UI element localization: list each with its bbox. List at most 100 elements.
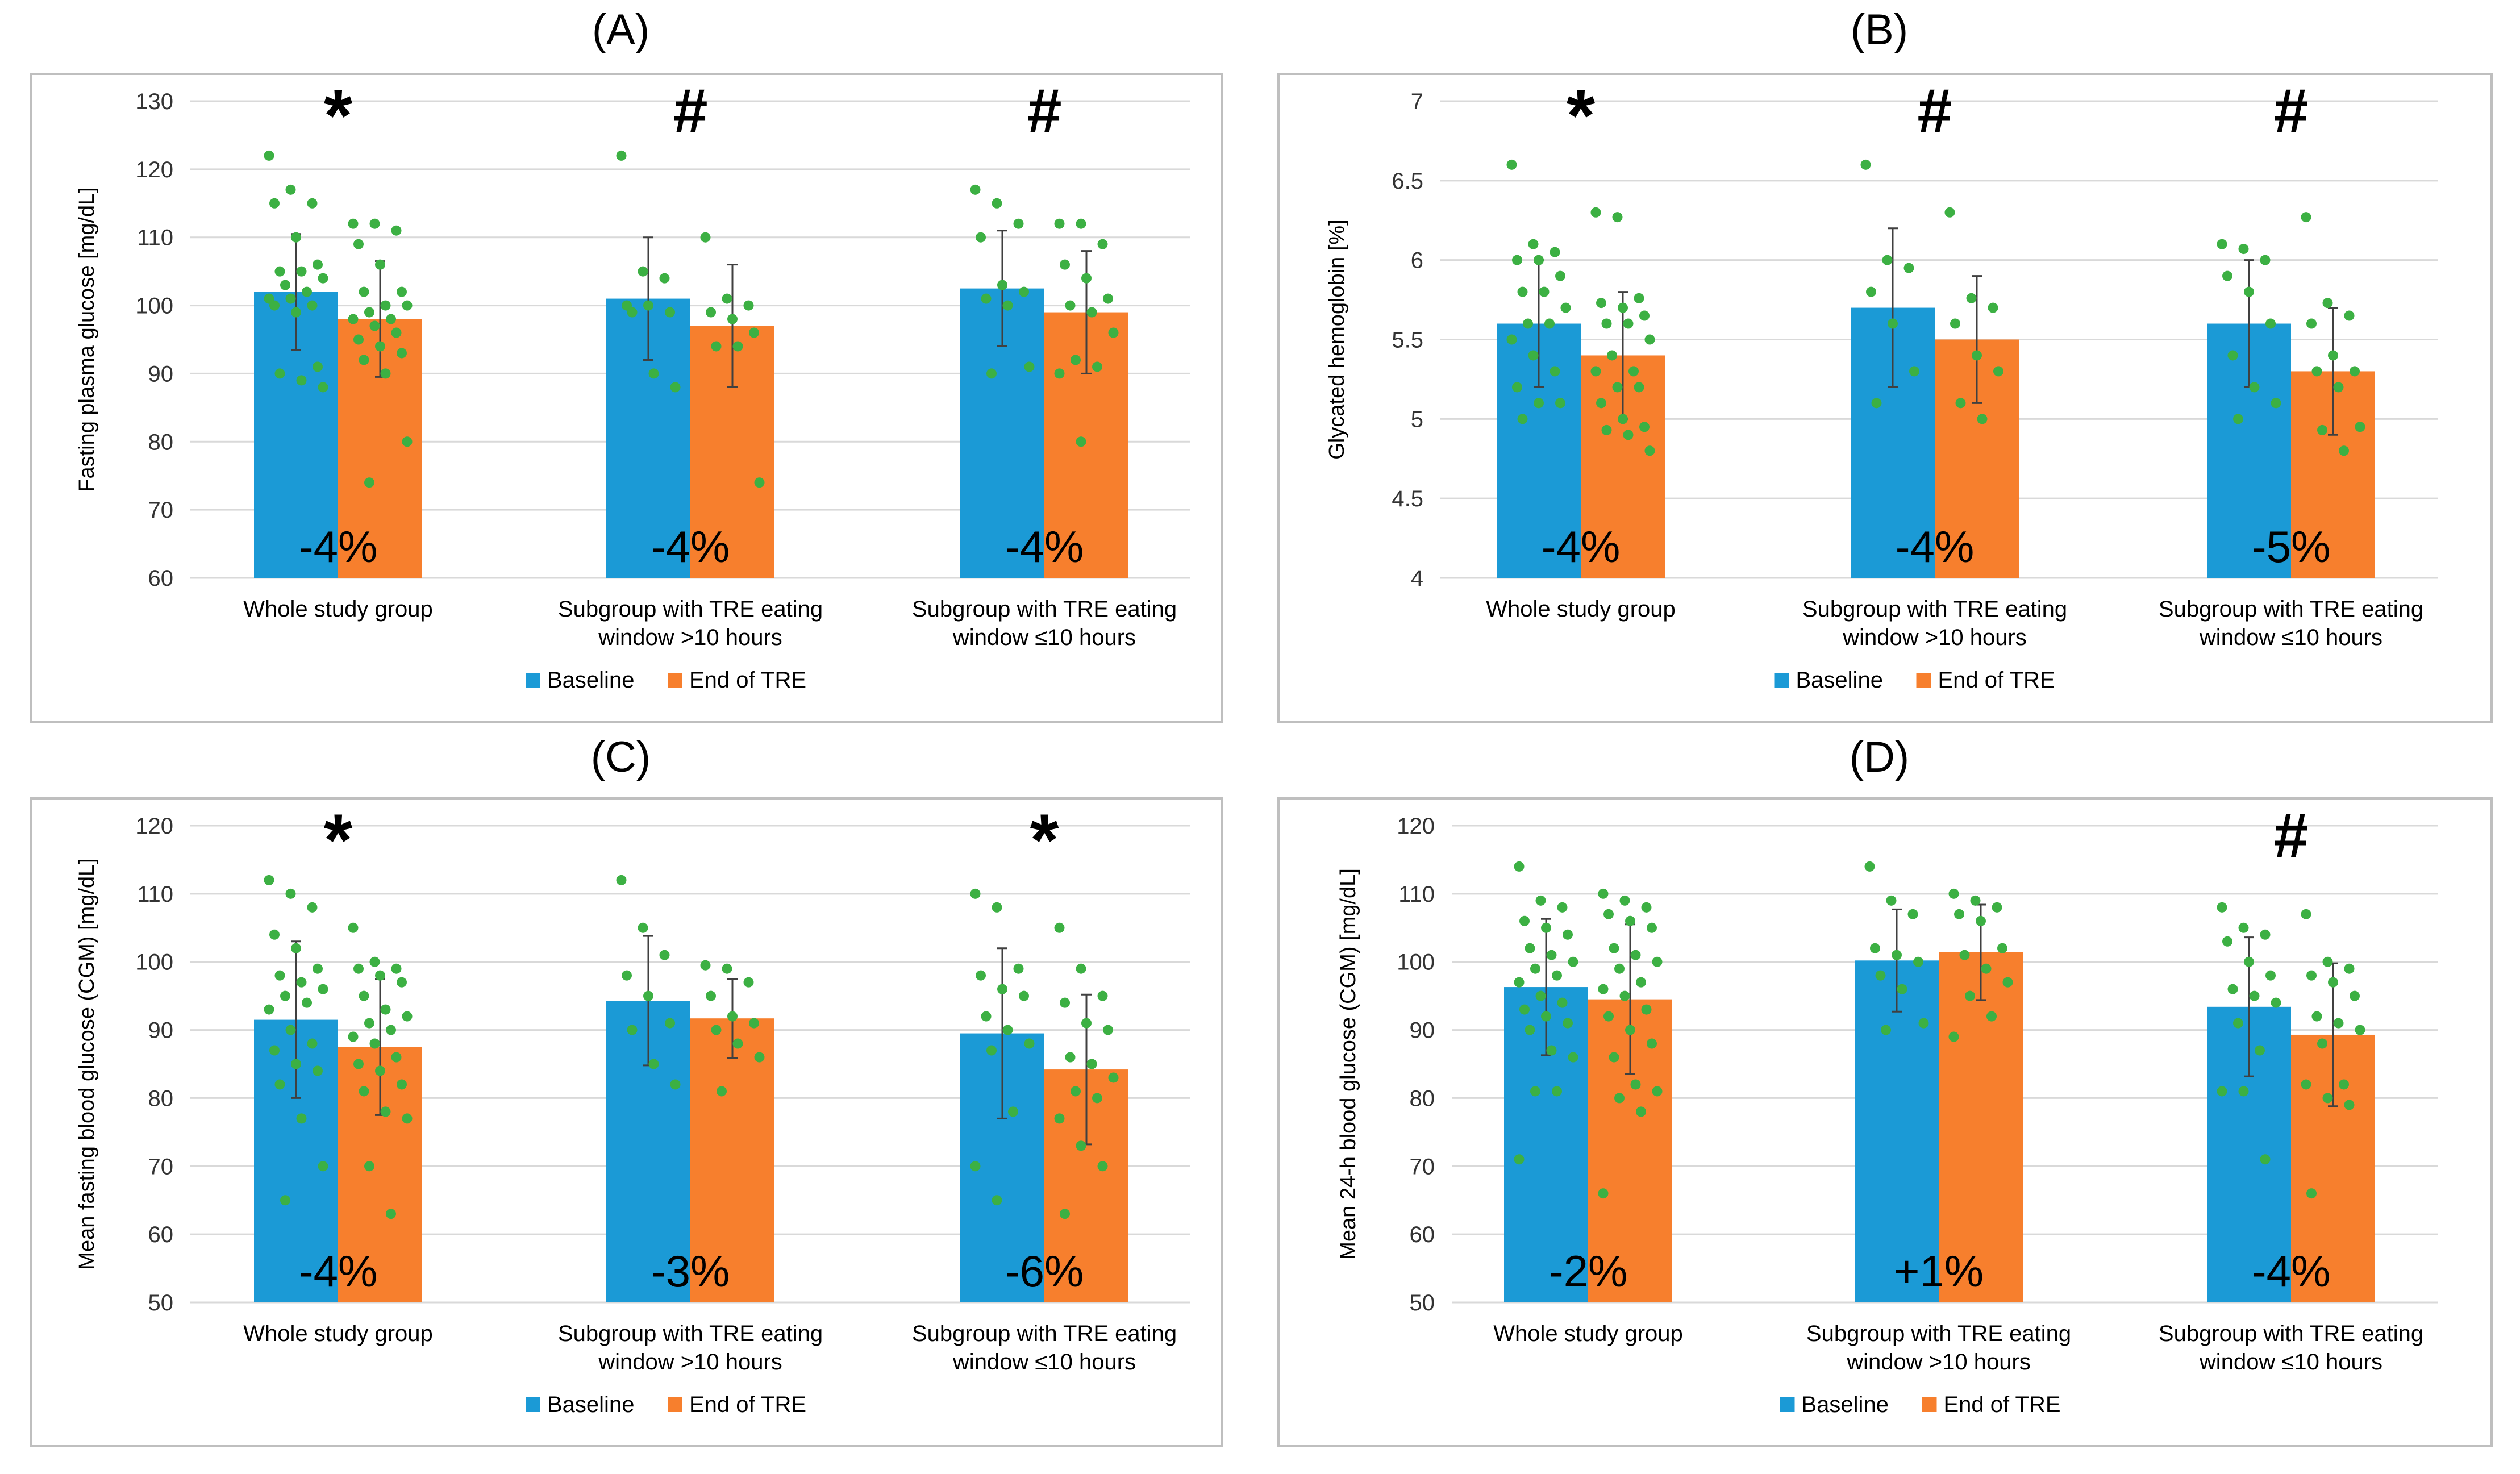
y-tick-label: 50: [148, 1290, 174, 1315]
significance-marker: *: [324, 74, 353, 157]
data-point: [1530, 1086, 1540, 1097]
data-point: [1644, 334, 1655, 345]
data-point: [1641, 1004, 1652, 1015]
chart-panel: (A) 60 70 80 90 100 110 120 130 Fasting plasma gl…: [30, 6, 1223, 723]
data-point: [397, 348, 407, 359]
data-point: [1972, 350, 1982, 361]
data-point: [2217, 239, 2227, 249]
data-point: [1866, 286, 1876, 297]
data-point: [727, 1011, 738, 1022]
data-point: [1601, 318, 1612, 329]
significance-marker: *: [1030, 798, 1059, 881]
category-label: Subgroup with TRE eating: [558, 1321, 823, 1346]
data-point: [1590, 207, 1601, 218]
data-point: [1054, 1113, 1065, 1124]
data-point: [280, 280, 290, 290]
data-point: [397, 286, 407, 297]
data-point: [970, 184, 981, 195]
data-point: [402, 300, 413, 311]
data-point: [1636, 1106, 1646, 1117]
data-point: [1552, 970, 1562, 981]
legend-swatch-end-of-tre: [1922, 1397, 1937, 1412]
data-point: [402, 436, 413, 447]
data-point: [1550, 366, 1560, 377]
data-point: [369, 956, 380, 967]
data-point: [2350, 366, 2360, 377]
data-point: [2217, 1086, 2227, 1097]
data-point: [369, 218, 380, 229]
data-point: [1024, 1038, 1035, 1049]
data-point: [1607, 350, 1617, 361]
y-axis-label: Mean fasting blood glucose (CGM) [mg/dL]: [75, 858, 99, 1269]
data-point: [380, 300, 391, 311]
y-tick-label: 100: [1397, 950, 1435, 975]
data-point: [749, 1018, 759, 1029]
data-point: [754, 1052, 765, 1063]
data-point: [296, 375, 307, 386]
data-point: [1634, 293, 1644, 303]
data-point: [1097, 990, 1108, 1001]
data-point: [1019, 990, 1029, 1001]
percent-change-label: -3%: [651, 1246, 730, 1296]
data-point: [722, 293, 732, 304]
data-point: [2265, 970, 2276, 981]
data-point: [269, 1045, 280, 1056]
data-point: [2328, 977, 2338, 988]
data-point: [1955, 398, 1966, 409]
data-point: [369, 1038, 380, 1049]
data-point: [1630, 950, 1641, 960]
data-point: [2344, 1100, 2355, 1110]
data-point: [732, 1038, 743, 1049]
data-point: [1013, 218, 1024, 229]
data-point: [296, 266, 307, 277]
data-point: [2244, 286, 2254, 297]
data-point: [397, 1079, 407, 1090]
panel-title: (A): [592, 6, 649, 54]
data-point: [1002, 300, 1013, 311]
data-point: [643, 990, 653, 1001]
data-point: [1008, 1106, 1018, 1117]
data-point: [976, 970, 986, 981]
data-point: [1630, 1079, 1641, 1090]
data-point: [648, 368, 659, 379]
y-tick-label: 110: [1398, 882, 1435, 907]
y-axis-label: Mean 24-h blood glucose (CGM) [mg/dL]: [1336, 868, 1360, 1260]
data-point: [2344, 963, 2355, 974]
y-tick-label: 110: [137, 882, 173, 907]
category-group: * -4% Whole study group: [243, 74, 433, 622]
data-point: [986, 368, 997, 379]
data-point: [1950, 318, 1960, 329]
data-point: [313, 361, 323, 372]
y-axis-label: Fasting plasma glucose [mg/dL]: [75, 187, 99, 492]
data-point: [997, 984, 1007, 994]
data-point: [375, 970, 385, 981]
category-label: Whole study group: [243, 1321, 433, 1346]
data-point: [1086, 307, 1097, 318]
data-point: [1071, 1086, 1081, 1097]
data-point: [2355, 1025, 2365, 1035]
data-point: [1086, 1059, 1097, 1069]
data-point: [1870, 943, 1880, 953]
panel-title: (C): [591, 733, 651, 781]
significance-marker: #: [1027, 76, 1061, 146]
data-point: [1875, 970, 1886, 981]
data-point: [380, 1106, 391, 1117]
data-point: [2260, 255, 2271, 265]
data-point: [1525, 943, 1535, 953]
data-point: [353, 963, 364, 974]
data-point: [2333, 382, 2344, 393]
data-point: [1541, 922, 1551, 933]
data-point: [1103, 1025, 1113, 1035]
data-point: [1568, 956, 1578, 967]
data-point: [391, 225, 402, 236]
data-point: [313, 1065, 323, 1076]
data-point: [1888, 318, 1898, 329]
data-point: [2306, 970, 2317, 981]
data-point: [1614, 1093, 1625, 1104]
data-point: [627, 307, 638, 318]
data-point: [1603, 1011, 1614, 1022]
data-point: [1512, 255, 1522, 265]
data-point: [1897, 984, 1907, 994]
data-point: [1103, 293, 1113, 304]
data-point: [2306, 318, 2317, 329]
